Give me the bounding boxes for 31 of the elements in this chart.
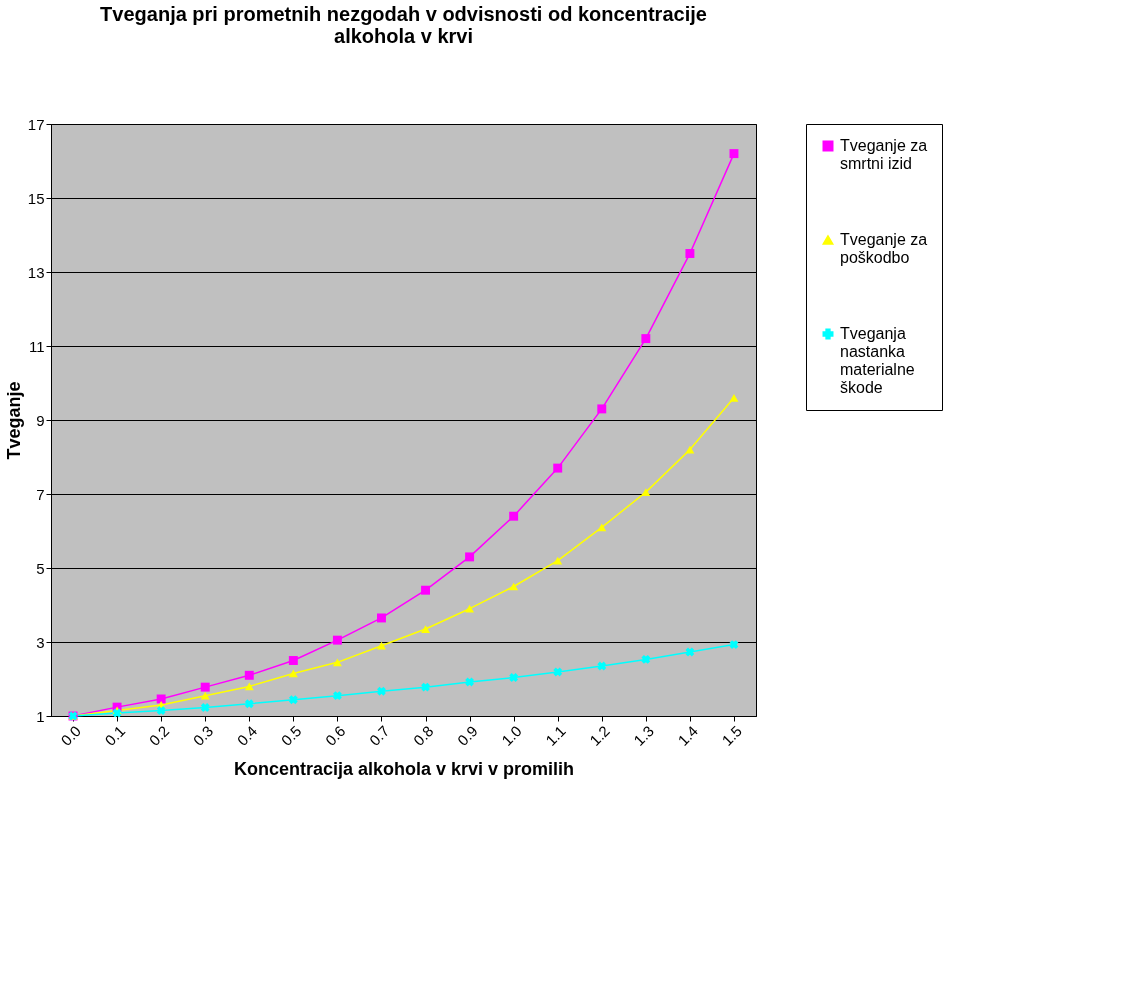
x-tick-label: 1.1 (542, 722, 569, 749)
x-tick-label: 0.2 (145, 722, 173, 749)
x-tick-label: 0.4 (233, 722, 261, 749)
x-tick-label: 0.1 (101, 722, 129, 749)
y-tick-label: 1 (36, 707, 45, 725)
legend-label: Tveganje za smrtni izid (840, 137, 928, 172)
y-tick-label: 17 (27, 115, 45, 133)
y-tick-label: 15 (27, 189, 45, 207)
x-tick-label: 0.9 (453, 722, 481, 749)
x-tick-label: 0.6 (321, 722, 349, 749)
legend-label: Tveganje za poškodbo (840, 231, 928, 266)
x-tick-label: 1.3 (630, 722, 657, 749)
y-axis-title: Tveganje (3, 381, 24, 460)
y-tick-label: 7 (36, 485, 45, 503)
y-tick-label: 13 (27, 263, 45, 281)
y-tick-label: 9 (36, 411, 45, 429)
x-tick-label: 0.3 (189, 722, 217, 749)
x-tick-label: 1.2 (586, 722, 613, 749)
x-tick-label: 0.5 (277, 722, 305, 749)
x-tick-label: 1.4 (674, 722, 702, 749)
x-tick-label: 0.8 (409, 722, 437, 749)
y-tick-label: 11 (28, 337, 45, 355)
chart-title: Tveganja pri prometnih nezgodah v odvisnosti od koncentracije alkohola v krvi (100, 3, 707, 47)
y-tick-label: 3 (36, 633, 45, 651)
x-axis-title: Koncentracija alkohola v krvi v promilih (233, 758, 575, 779)
y-tick-label: 5 (36, 559, 45, 577)
x-tick-label: 0.7 (365, 722, 393, 749)
x-tick-label: 1.5 (718, 722, 746, 749)
legend-label: Tveganja nastanka materialne škode (840, 325, 915, 396)
x-tick-label: 1.0 (497, 722, 525, 749)
x-tick-label: 0.0 (57, 722, 85, 749)
